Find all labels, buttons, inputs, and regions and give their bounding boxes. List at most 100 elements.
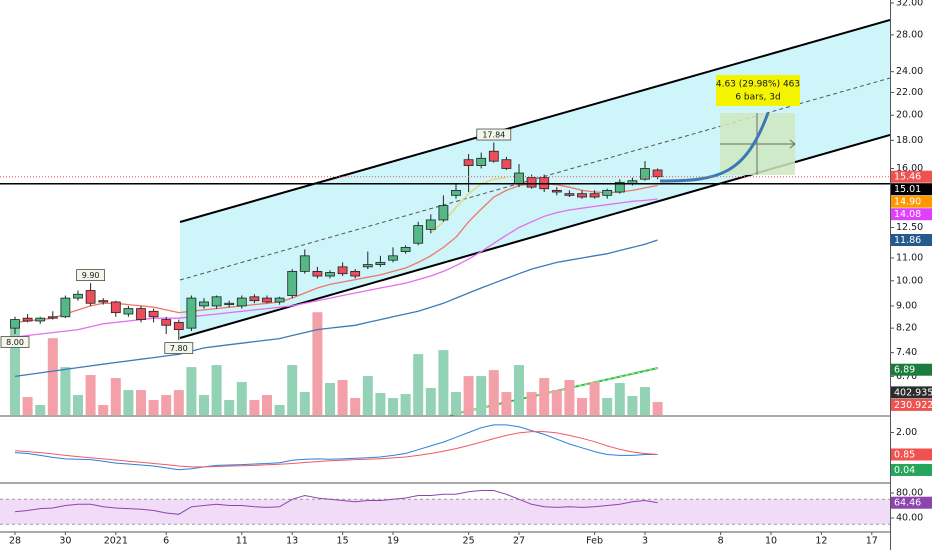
candle-body [350, 270, 361, 277]
candle-body [362, 264, 373, 268]
date-range-measure: 4.63 (29.98%) 463 6 bars, 3d [716, 75, 800, 175]
volume-bar [400, 394, 411, 415]
volume-bar [287, 365, 298, 415]
y-tick-label: 10.00 [896, 275, 923, 286]
axis-badge [891, 386, 932, 399]
axis-badge-label: 14.90 [894, 197, 921, 208]
axis-badge [891, 398, 932, 411]
volume-bar [451, 392, 461, 415]
axis-badge-label: 402.935K [894, 387, 932, 398]
candle-body [312, 270, 323, 277]
candle-body [388, 255, 398, 261]
candle-body [98, 300, 109, 303]
axis-badge-label: 6.89 [894, 365, 915, 376]
volume-bar [60, 367, 71, 415]
annotation-box [0, 336, 30, 348]
candle-body [199, 301, 209, 307]
axis-badge-label: 64.46 [894, 498, 921, 509]
y-tick-label: 22.00 [896, 87, 923, 98]
candle-body [299, 255, 310, 272]
candle-body [73, 293, 83, 299]
candle-body [400, 246, 411, 252]
volume-bar [463, 376, 474, 415]
candle-body [287, 270, 298, 296]
x-tick-label: Feb [586, 536, 603, 547]
plot-area: 8.00 9.90 7.80 17.84 [0, 128, 663, 415]
channel-upper [179, 19, 891, 223]
annotation-box [164, 342, 194, 354]
volume-bar [640, 387, 650, 415]
volume-bar [350, 398, 361, 415]
candle-body [249, 296, 260, 302]
candle-body [161, 319, 172, 326]
x-tick-label: 19 [387, 536, 399, 547]
volume-bar [85, 375, 96, 415]
volume-bar [299, 392, 310, 415]
measure-arrow [789, 139, 796, 149]
axis-badge [891, 234, 932, 247]
candle-body [514, 172, 524, 185]
volume-bar [262, 395, 272, 415]
volume-bar [539, 378, 550, 415]
candle-body [10, 319, 20, 329]
annotation-label: 8.00 [6, 338, 24, 347]
candle-body [173, 321, 184, 331]
x-tick-label: 10 [765, 536, 777, 547]
moving-average [14, 239, 658, 378]
candle-body [640, 168, 650, 180]
candle-body [564, 193, 575, 196]
candle-body [325, 272, 335, 277]
volume-bar [413, 354, 424, 415]
volume-bar [488, 370, 499, 415]
volume-bar [312, 312, 323, 415]
volume-bar [110, 378, 121, 415]
y-tick-label: 20.00 [896, 110, 923, 121]
candle-body [526, 177, 537, 188]
volume-bar [47, 338, 58, 415]
y-tick-label: 18.00 [896, 135, 923, 146]
x-tick-label: 27 [513, 536, 525, 547]
candle-body [438, 205, 449, 221]
x-tick-label: 15 [337, 536, 349, 547]
volume-bar [211, 365, 222, 415]
moving-average [430, 176, 507, 234]
volume-bar [388, 398, 398, 415]
y-tick-label: 28.00 [896, 29, 923, 40]
axis-badge [891, 448, 932, 461]
axis-badge [891, 170, 932, 183]
annotation-label: 9.90 [82, 271, 100, 280]
axis-badge [891, 496, 932, 509]
volume-bar [602, 398, 613, 415]
candle-body [602, 189, 613, 196]
macd-line [14, 424, 658, 471]
candle-body [501, 159, 512, 169]
volume-bar [514, 365, 524, 415]
candle-body [123, 308, 134, 315]
axis-badge [891, 463, 932, 476]
axis-badge [891, 208, 932, 221]
candle-body [262, 297, 272, 303]
candle-body [85, 290, 96, 304]
candle-body [425, 219, 436, 230]
candle-body [614, 181, 625, 193]
volume-bar [236, 382, 247, 415]
x-tick-label: 3 [642, 536, 648, 547]
candle-body [22, 317, 33, 322]
axis-badge-label: 0.85 [894, 449, 915, 460]
x-tick-label: 13 [286, 536, 298, 547]
moving-average [14, 198, 658, 338]
volume-bar [501, 392, 512, 415]
axis-badge-label: 0.04 [894, 465, 915, 476]
axis-badge [891, 195, 932, 208]
candle-body [274, 297, 285, 303]
volume-bar [22, 397, 33, 415]
y-tick-label: 11.00 [896, 252, 923, 263]
volume-bar [98, 405, 109, 415]
macd-line [14, 431, 658, 468]
candle-body [413, 225, 424, 244]
volume-bar [224, 400, 235, 415]
volume-bar [148, 400, 159, 415]
candle-body [224, 302, 235, 305]
volume-bar [551, 390, 562, 415]
volume-bar [577, 398, 587, 415]
